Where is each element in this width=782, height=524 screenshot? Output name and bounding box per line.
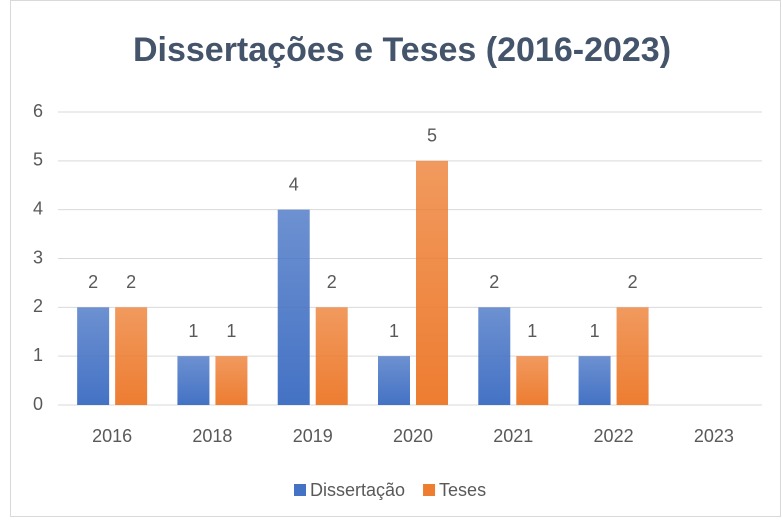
x-tick-label: 2023 [694,426,734,446]
legend-label: Dissertação [310,480,405,500]
bar [277,209,310,405]
y-tick-label: 4 [33,198,43,218]
legend-swatch [294,484,306,496]
y-tick-label: 3 [33,247,43,267]
x-tick-label: 2022 [594,426,634,446]
bar [115,307,148,405]
data-label: 4 [289,174,299,194]
y-tick-label: 2 [33,296,43,316]
legend-swatch [423,484,436,496]
bar [478,307,511,405]
bar [77,307,110,405]
bar [177,356,210,405]
bar [378,356,410,405]
data-label: 2 [489,272,499,292]
y-tick-label: 0 [33,394,43,414]
bar [578,356,611,405]
x-tick-label: 2016 [92,426,132,446]
data-label: 2 [628,272,638,292]
y-tick-label: 1 [33,345,43,365]
bar [215,356,248,405]
x-tick-label: 2019 [293,426,333,446]
data-label: 5 [427,126,437,146]
legend-label: Teses [439,480,486,500]
bar [616,307,649,405]
y-tick-label: 5 [33,150,43,170]
data-label: 1 [527,321,537,341]
data-label: 2 [126,272,136,292]
chart-title: Dissertações e Teses (2016-2023) [133,31,671,69]
x-tick-label: 2021 [493,426,533,446]
bar [416,160,448,405]
data-label: 1 [590,321,600,341]
data-label: 2 [327,272,337,292]
y-tick-label: 6 [33,101,43,121]
bar [315,307,348,405]
data-label: 2 [88,272,98,292]
data-label: 1 [188,321,198,341]
data-label: 1 [389,321,399,341]
x-tick-label: 2020 [393,426,433,446]
data-label: 1 [226,321,236,341]
x-tick-label: 2018 [192,426,232,446]
bar [516,356,549,405]
